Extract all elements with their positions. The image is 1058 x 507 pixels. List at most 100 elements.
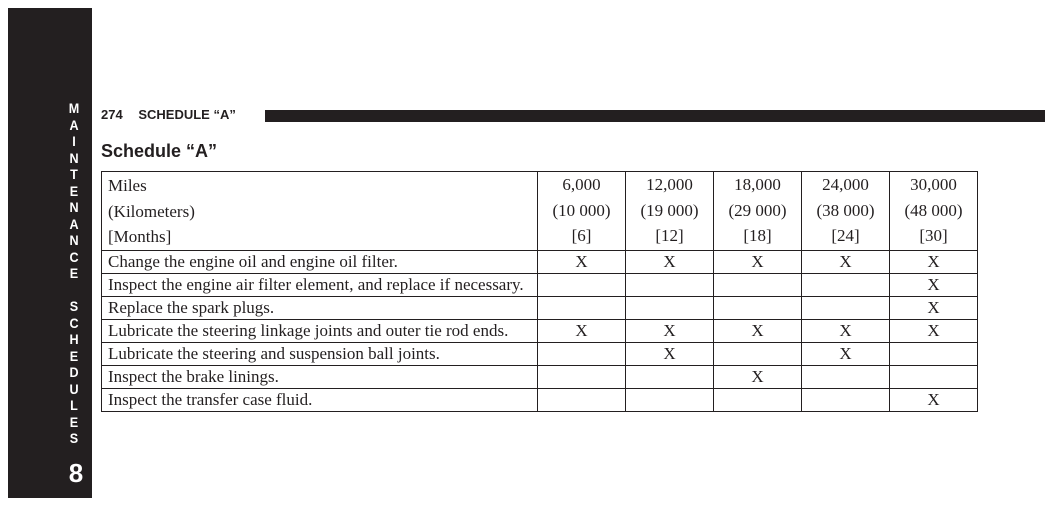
schedule-mark-cell <box>713 272 802 297</box>
task-cell: Lubricate the steering linkage joints an… <box>101 318 538 343</box>
interval-miles: 12,000 <box>646 175 693 194</box>
table-row: Lubricate the steering and suspension ba… <box>101 341 978 366</box>
schedule-mark-cell: X <box>537 318 626 343</box>
schedule-mark-cell: X <box>889 272 978 297</box>
schedule-mark-cell <box>625 295 714 320</box>
schedule-mark-cell: X <box>889 295 978 320</box>
schedule-mark-cell: X <box>625 249 714 274</box>
interval-months: [6] <box>571 226 592 245</box>
schedule-mark-cell: X <box>889 318 978 343</box>
interval-months: [18] <box>743 226 772 245</box>
schedule-mark-cell: X <box>889 249 978 274</box>
chapter-tab <box>8 8 92 498</box>
section-letter: A <box>69 215 79 232</box>
schedule-mark-cell: X <box>537 249 626 274</box>
schedule-mark-cell <box>713 387 802 412</box>
schedule-mark-cell: X <box>801 249 890 274</box>
section-letter: S <box>69 430 79 446</box>
section-letter: N <box>69 232 79 248</box>
section-letter: I <box>72 133 76 149</box>
section-letter: U <box>69 380 79 397</box>
schedule-mark-cell: X <box>625 341 714 366</box>
schedule-mark-cell <box>537 364 626 389</box>
task-cell: Replace the spark plugs. <box>101 295 538 320</box>
section-letter: C <box>69 248 79 265</box>
interval-km: (48 000) <box>904 200 963 220</box>
schedule-mark-cell <box>625 387 714 412</box>
section-letter: E <box>69 182 79 199</box>
running-title: SCHEDULE “A” <box>138 107 236 122</box>
chapter-number: 8 <box>68 458 84 488</box>
schedule-mark-cell <box>537 387 626 412</box>
table-row: Inspect the transfer case fluid. X <box>101 387 978 412</box>
section-letter: T <box>70 166 78 182</box>
schedule-mark-cell: X <box>889 387 978 412</box>
schedule-mark-cell <box>537 295 626 320</box>
schedule-mark-cell <box>537 272 626 297</box>
schedule-mark-cell <box>713 295 802 320</box>
schedule-mark-cell <box>889 341 978 366</box>
table-row: Inspect the engine air filter element, a… <box>101 272 978 297</box>
schedule-mark-cell <box>889 364 978 389</box>
schedule-mark-cell: X <box>713 364 802 389</box>
section-letter: M <box>68 100 80 116</box>
running-header: 274 SCHEDULE “A” <box>101 107 236 122</box>
table-row: Inspect the brake linings. X <box>101 364 978 389</box>
maintenance-schedule-table: Miles (Kilometers) [Months] 6,000 (10 000… <box>101 171 978 412</box>
schedule-mark-cell <box>625 272 714 297</box>
task-cell: Inspect the transfer case fluid. <box>101 387 538 412</box>
schedule-mark-cell <box>801 295 890 320</box>
schedule-mark-cell: X <box>713 318 802 343</box>
interval-km: (10 000) <box>552 200 611 220</box>
schedule-mark-cell: X <box>801 318 890 343</box>
section-letter: C <box>69 314 79 331</box>
months-label: [Months] <box>108 227 172 246</box>
section-letter: N <box>69 199 79 215</box>
header-rule <box>265 110 1045 122</box>
task-cell: Inspect the engine air filter element, a… <box>101 272 538 297</box>
table-row: Change the engine oil and engine oil fil… <box>101 249 978 274</box>
interval-miles: 24,000 <box>822 175 869 194</box>
interval-miles: 6,000 <box>562 175 601 194</box>
schedule-mark-cell: X <box>713 249 802 274</box>
schedule-mark-cell <box>537 341 626 366</box>
header-label-cell: Miles (Kilometers) [Months] <box>101 171 538 251</box>
section-letter: A <box>69 116 79 133</box>
task-cell: Lubricate the steering and suspension ba… <box>101 341 538 366</box>
section-letter: L <box>70 397 78 413</box>
kilometers-label: (Kilometers) <box>108 201 195 221</box>
schedule-mark-cell <box>801 364 890 389</box>
table-header-row: Miles (Kilometers) [Months] 6,000 (10 000… <box>101 171 978 251</box>
section-letter: E <box>69 413 79 430</box>
interval-months: [12] <box>655 226 684 245</box>
interval-months: [30] <box>919 226 948 245</box>
interval-miles: 30,000 <box>910 175 957 194</box>
section-letter: E <box>69 265 79 281</box>
interval-km: (29 000) <box>728 200 787 220</box>
schedule-mark-cell <box>801 387 890 412</box>
schedule-mark-cell <box>713 341 802 366</box>
task-cell: Change the engine oil and engine oil fil… <box>101 249 538 274</box>
schedule-mark-cell: X <box>801 341 890 366</box>
interval-km: (19 000) <box>640 200 699 220</box>
section-letter: N <box>69 149 79 166</box>
schedule-mark-cell <box>625 364 714 389</box>
section-letter: D <box>69 364 79 380</box>
section-letter: H <box>69 331 79 347</box>
interval-km: (38 000) <box>816 200 875 220</box>
task-cell: Inspect the brake linings. <box>101 364 538 389</box>
interval-header-cell: 24,000 (38 000) [24] <box>801 171 890 251</box>
table-row: Replace the spark plugs. X <box>101 295 978 320</box>
miles-label: Miles <box>108 176 147 195</box>
page-title: Schedule “A” <box>101 141 218 161</box>
schedule-mark-cell <box>801 272 890 297</box>
interval-header-cell: 12,000 (19 000) [12] <box>625 171 714 251</box>
section-letter: E <box>69 347 79 364</box>
interval-header-cell: 30,000 (48 000) [30] <box>889 171 978 251</box>
interval-header-cell: 18,000 (29 000) [18] <box>713 171 802 251</box>
interval-miles: 18,000 <box>734 175 781 194</box>
section-letter: S <box>69 298 79 314</box>
page-number: 274 <box>101 107 123 122</box>
schedule-mark-cell: X <box>625 318 714 343</box>
